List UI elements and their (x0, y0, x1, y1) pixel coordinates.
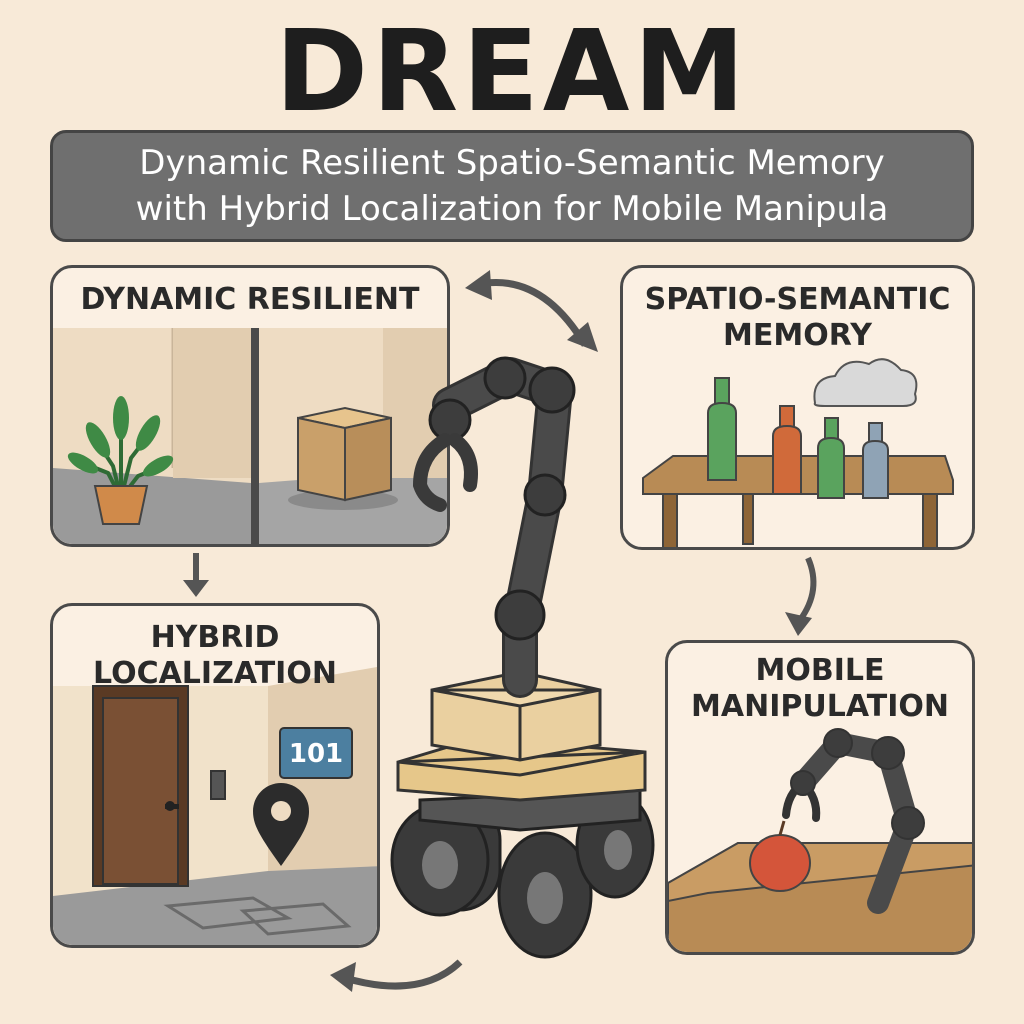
floor-footprint-icon (163, 896, 352, 936)
spatio-semantic-illustration (642, 358, 954, 547)
cloud-icon (813, 358, 918, 407)
panel-title-spatio-semantic-line-1: SPATIO-SEMANTIC (644, 282, 951, 317)
panel-hybrid-localization: 101 HYBRID LOCALIZATION (50, 603, 380, 948)
subtitle-line-2: with Hybrid Localization for Mobile Mani… (135, 189, 889, 229)
bottle-icon (772, 405, 802, 495)
down-arrow-icon (183, 553, 209, 597)
bottle-icon (707, 377, 737, 481)
curved-arrow-icon (785, 556, 817, 636)
door-icon (92, 685, 189, 887)
bottle-icon (817, 417, 845, 499)
plant-icon (67, 396, 174, 525)
curved-arrow-icon (465, 270, 598, 352)
panel-title-hybrid-line-1: HYBRID (150, 620, 280, 655)
cardboard-box-icon (288, 406, 398, 510)
panel-dynamic-resilient: DYNAMIC RESILIENT (50, 265, 450, 547)
table-icon (668, 842, 972, 952)
panel-title-hybrid-line-2: LOCALIZATION (93, 656, 337, 691)
mobile-manipulation-illustration (668, 728, 972, 952)
room-number-overlay: 101 (289, 739, 343, 769)
bottle-icon (862, 422, 889, 499)
room-number-label: 101 (289, 739, 343, 769)
light-switch-icon (210, 770, 226, 800)
room-number-sign (279, 727, 353, 779)
panel-title-dynamic-resilient: DYNAMIC RESILIENT (80, 282, 420, 317)
panel-spatio-semantic-memory: SPATIO-SEMANTIC MEMORY (620, 265, 975, 550)
main-title: DREAM (275, 7, 749, 137)
subtitle-banner: Dynamic Resilient Spatio-Semantic Memory… (50, 130, 974, 242)
subtitle-line-1: Dynamic Resilient Spatio-Semantic Memory (139, 143, 885, 183)
location-pin-icon (253, 783, 309, 866)
panel-title-mobile-line-1: MOBILE (755, 653, 885, 688)
curved-arrow-icon (330, 959, 463, 992)
robot-arm-icon (782, 728, 925, 914)
panel-mobile-manipulation: MOBILE MANIPULATION (665, 640, 975, 955)
hybrid-localization-illustration (53, 667, 377, 945)
panel-title-mobile-line-2: MANIPULATION (691, 689, 949, 724)
apple-icon (749, 820, 811, 892)
panel-title-spatio-semantic-line-2: MEMORY (723, 318, 872, 353)
